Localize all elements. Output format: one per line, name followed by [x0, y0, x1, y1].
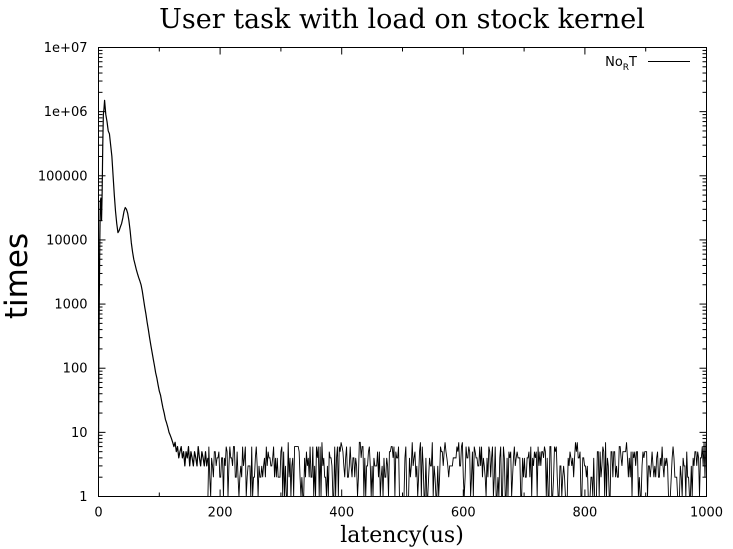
- y-tick-label: 1e+06: [44, 105, 88, 120]
- series-line: [97, 99, 209, 467]
- x-tick-label: 0: [94, 506, 102, 521]
- axis-ticks: 0 200 400 600 800 1000 1 10 100 1000 10000 100000 1e…: [38, 41, 723, 521]
- x-tick-label: 200: [208, 506, 233, 521]
- x-tick-label: 400: [329, 506, 354, 521]
- x-tick-label: 600: [451, 506, 476, 521]
- x-axis-title: latency(us): [340, 523, 464, 548]
- plot-frame: [98, 47, 707, 497]
- chart-title: User task with load on stock kernel: [159, 4, 645, 35]
- y-tick-label: 10000: [46, 233, 87, 248]
- x-tick-label: 800: [572, 506, 597, 521]
- y-tick-label: 100: [63, 362, 88, 377]
- y-tick-label: 1e+07: [44, 41, 88, 56]
- x-tick-label: 1000: [690, 506, 723, 521]
- plot-area: [97, 99, 707, 497]
- legend-label-sub: R: [623, 63, 629, 73]
- y-tick-label: 1000: [54, 298, 87, 313]
- y-tick-label: 10: [71, 426, 88, 441]
- legend-label: NoRT: [605, 55, 637, 73]
- legend-label-base: No: [605, 55, 623, 70]
- y-tick-label: 1: [79, 490, 87, 505]
- legend: NoRT: [605, 55, 690, 73]
- legend-label-tail: T: [628, 55, 637, 70]
- y-axis-title: times: [0, 233, 35, 319]
- series-noise-tail: [207, 441, 707, 497]
- y-tick-label: 100000: [38, 169, 88, 184]
